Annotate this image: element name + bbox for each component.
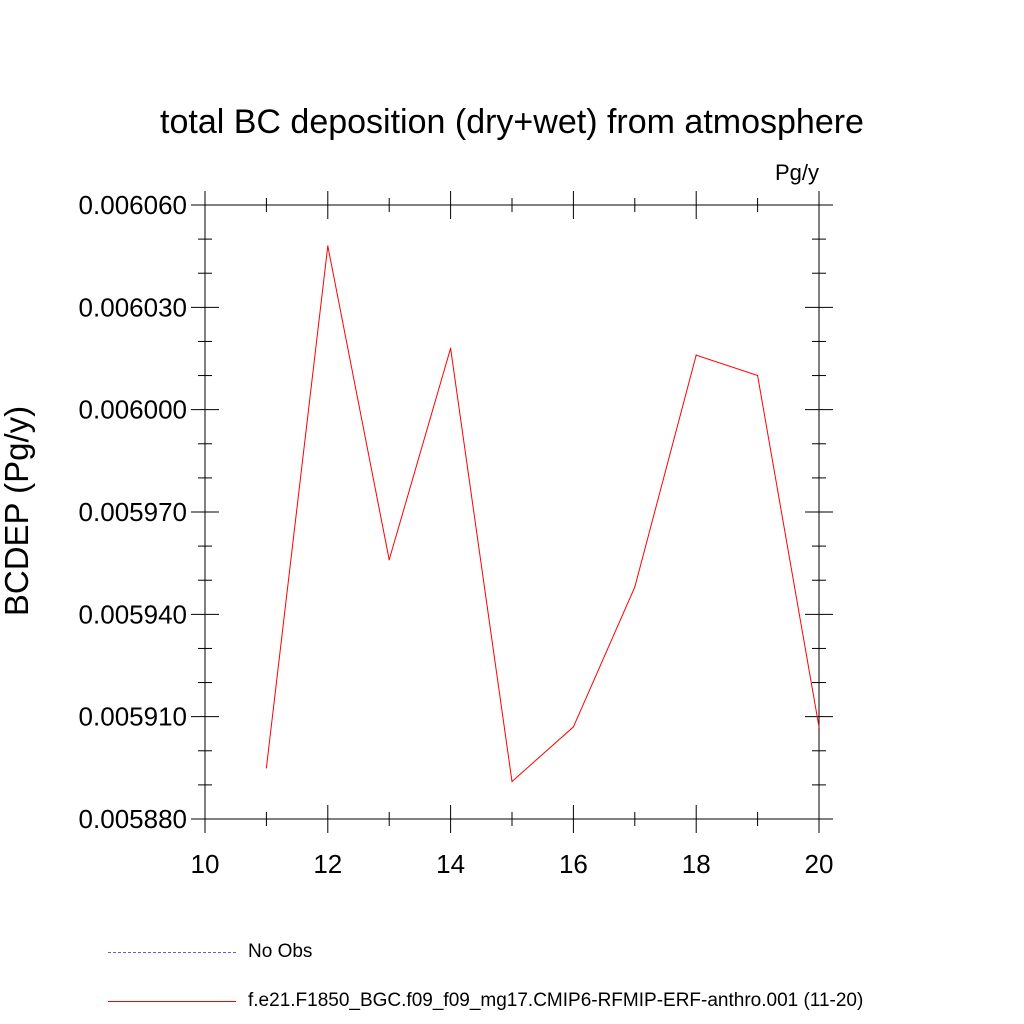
legend-label-no-obs: No Obs: [248, 941, 313, 962]
x-tick-label-1: 12: [313, 849, 342, 879]
data-point-0-8: [757, 374, 759, 377]
data-point-0-0: [265, 767, 267, 769]
data-point-0-5: [572, 726, 575, 728]
legend-label-model-run: f.e21.F1850_BGC.f09_f09_mg17.CMIP6-RFMIP…: [248, 990, 864, 1011]
data-point-0-2: [388, 559, 390, 561]
chart-title: total BC deposition (dry+wet) from atmos…: [160, 103, 864, 141]
x-tick-label-0: 10: [191, 849, 220, 879]
y-axis-label: BCDEP (Pg/y): [0, 406, 35, 616]
y-tick-label-3: 0.005970: [79, 497, 187, 527]
y-tick-label-4: 0.006000: [79, 395, 187, 425]
tick-labels: 10 12 14 16 18 20 0.005880 0.005910 0.005940 0.00…: [79, 190, 834, 879]
minor-ticks: [198, 198, 826, 826]
data-point-0-3: [450, 347, 452, 349]
x-tick-label-4: 18: [682, 849, 711, 879]
data-point-0-7: [695, 354, 697, 356]
units-label: Pg/y: [775, 160, 819, 185]
series-layer: [265, 245, 820, 783]
data-point-0-6: [634, 586, 636, 588]
x-tick-label-2: 14: [436, 849, 465, 879]
x-tick-label-5: 20: [805, 849, 834, 879]
y-tick-label-2: 0.005940: [79, 599, 187, 629]
plot-frame: [204, 204, 820, 820]
series-line-0: [265, 245, 820, 783]
data-point-0-9: [818, 726, 820, 728]
y-tick-label-5: 0.006030: [79, 292, 187, 322]
legend-swatch-no-obs: [108, 952, 236, 953]
legend-swatch-model-run: [108, 1001, 236, 1002]
data-point-0-4: [511, 780, 513, 783]
x-tick-label-3: 16: [559, 849, 588, 879]
y-tick-label-1: 0.005910: [79, 702, 187, 732]
data-point-0-1: [327, 245, 329, 247]
y-tick-label-6: 0.006060: [79, 190, 187, 220]
major-ticks: [191, 191, 833, 833]
y-tick-label-0: 0.005880: [79, 804, 187, 834]
